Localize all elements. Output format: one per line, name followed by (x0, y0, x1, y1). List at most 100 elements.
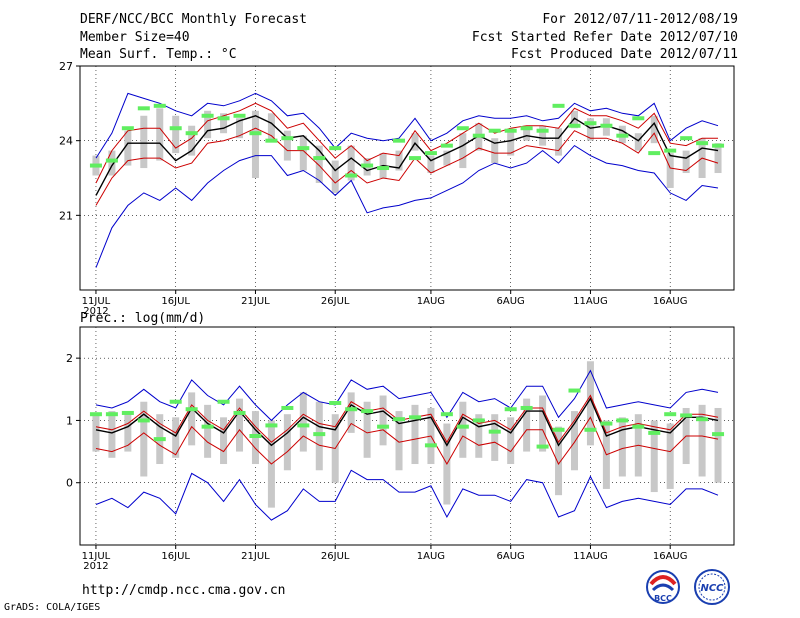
chart1-ensemble-box (140, 401, 148, 477)
chart1-median-marker (488, 429, 501, 434)
chart1-x-tick-label: 1AUG (417, 551, 445, 562)
source-url[interactable]: http://cmdp.ncc.cma.gov.cn (82, 583, 286, 598)
ncc-logo: NCC (694, 569, 730, 605)
chart1-ensemble-box (570, 411, 578, 471)
chart0-lower-spread-line (95, 127, 719, 206)
precip-chart-label: Prec.: log(mm/d) (80, 311, 206, 326)
chart1-x-tick-label: 16JUL (161, 551, 190, 562)
chart1-median-marker (696, 417, 709, 422)
chart0-ensemble-box (204, 110, 212, 139)
chart0-ensemble-box (220, 113, 228, 134)
chart1-median-marker (424, 443, 437, 448)
chart1-upper-spread-line (95, 394, 719, 444)
chart0-median-marker (121, 126, 134, 131)
chart1-max-line (95, 369, 719, 422)
chart1-median-marker (440, 412, 453, 417)
chart0-ensemble-box (570, 110, 578, 129)
chart0-ensemble-box (459, 133, 467, 169)
agency-logos: BCC NCC (646, 569, 730, 605)
chart0-median-marker (632, 116, 645, 121)
chart1-ensemble-box (459, 401, 467, 458)
chart0-ensemble-box (586, 118, 594, 141)
member-size-label: Member Size=40 (80, 30, 190, 45)
chart1-ensemble-box (347, 392, 355, 433)
chart0-median-marker (504, 128, 517, 133)
chart0-x-tick-label: 6AUG (497, 296, 525, 307)
chart0-median-marker (201, 113, 214, 118)
chart0-x-tick-label: 11AUG (573, 296, 608, 307)
chart0-median-marker (249, 131, 262, 136)
chart0-median-marker (472, 133, 485, 138)
chart1-median-marker (249, 434, 262, 438)
chart0-ensemble-box (427, 155, 435, 174)
chart0-median-marker (153, 103, 166, 108)
chart1-x-tick-label: 11JUL (82, 551, 111, 562)
chart0-median-marker (233, 113, 246, 118)
chart1-median-marker (89, 412, 102, 417)
chart0-ensemble-box (283, 130, 291, 161)
chart0-ensemble-box (236, 118, 244, 139)
chart1-median-marker (552, 427, 565, 432)
chart0-upper-spread-line (95, 102, 718, 184)
chart1-median-marker (456, 424, 469, 429)
chart1-median-marker (361, 409, 374, 414)
bcc-logo: BCC (646, 570, 680, 604)
chart0-median-marker (536, 128, 549, 133)
chart1-median-marker (472, 418, 485, 423)
chart1-ensemble-box (411, 404, 419, 465)
chart1-x-tick-label: 16AUG (653, 551, 688, 562)
chart1-median-marker (616, 418, 629, 423)
chart1-x-tick-label: 26JUL (321, 551, 350, 562)
chart1-ensemble-box (539, 395, 547, 452)
chart1-ensemble-box (379, 395, 387, 446)
chart1-median-marker (648, 430, 661, 435)
chart0-ensemble-box (491, 138, 499, 164)
chart1-ensemble-box (698, 404, 706, 477)
chart0-median-marker (217, 116, 230, 121)
chart1-median-marker (185, 407, 198, 412)
chart1-ensemble-box (283, 414, 291, 471)
chart1-median-marker (121, 410, 134, 415)
chart0-median-marker (488, 128, 501, 133)
variable-label: Mean Surf. Temp.: °C (80, 47, 237, 62)
chart1-ensemble-box (108, 411, 116, 458)
chart1-min-line (95, 469, 719, 521)
chart0-median-marker (361, 163, 374, 168)
chart1-median-marker (345, 407, 358, 412)
chart1-median-marker (664, 412, 677, 417)
chart0-median-marker (648, 151, 661, 156)
chart0-median-marker (520, 126, 533, 131)
chart1-ensemble-box (395, 411, 403, 471)
chart1-ensemble-box (618, 417, 626, 477)
chart1-median-marker (520, 405, 533, 410)
chart0-min-line (95, 144, 719, 268)
chart0-ensemble-box (108, 150, 116, 176)
chart0-median-marker (393, 138, 406, 143)
chart1-x-tick-label: 11AUG (573, 551, 608, 562)
chart1-ensemble-box (299, 392, 307, 452)
chart0-x-tick-label: 16AUG (653, 296, 688, 307)
chart0-ensemble-mean-line (95, 115, 719, 196)
chart1-ensemble-box (714, 407, 722, 483)
chart-title: DERF/NCC/BCC Monthly Forecast (80, 12, 307, 27)
chart0-ensemble-box (347, 145, 355, 181)
chart0-max-line (95, 92, 719, 159)
chart1-median-marker (105, 412, 118, 417)
chart0-median-marker (265, 138, 278, 143)
chart1-median-marker (297, 423, 310, 428)
chart0-x-tick-label: 1AUG (417, 296, 445, 307)
chart0-median-marker (329, 146, 342, 151)
ncc-logo-text: NCC (700, 583, 724, 594)
chart0-median-marker (424, 151, 437, 156)
chart1-ensemble-box (204, 404, 212, 458)
chart0-ensemble-box (267, 113, 275, 141)
chart1-ensemble-mean-line (95, 397, 719, 447)
chart0-median-marker (377, 166, 390, 171)
chart0-y-tick-label: 27 (59, 60, 73, 73)
chart0-ensemble-box (156, 108, 164, 161)
chart0-ensemble-box (666, 153, 674, 188)
chart0-ensemble-box (714, 143, 722, 174)
chart1-median-marker (217, 399, 230, 404)
